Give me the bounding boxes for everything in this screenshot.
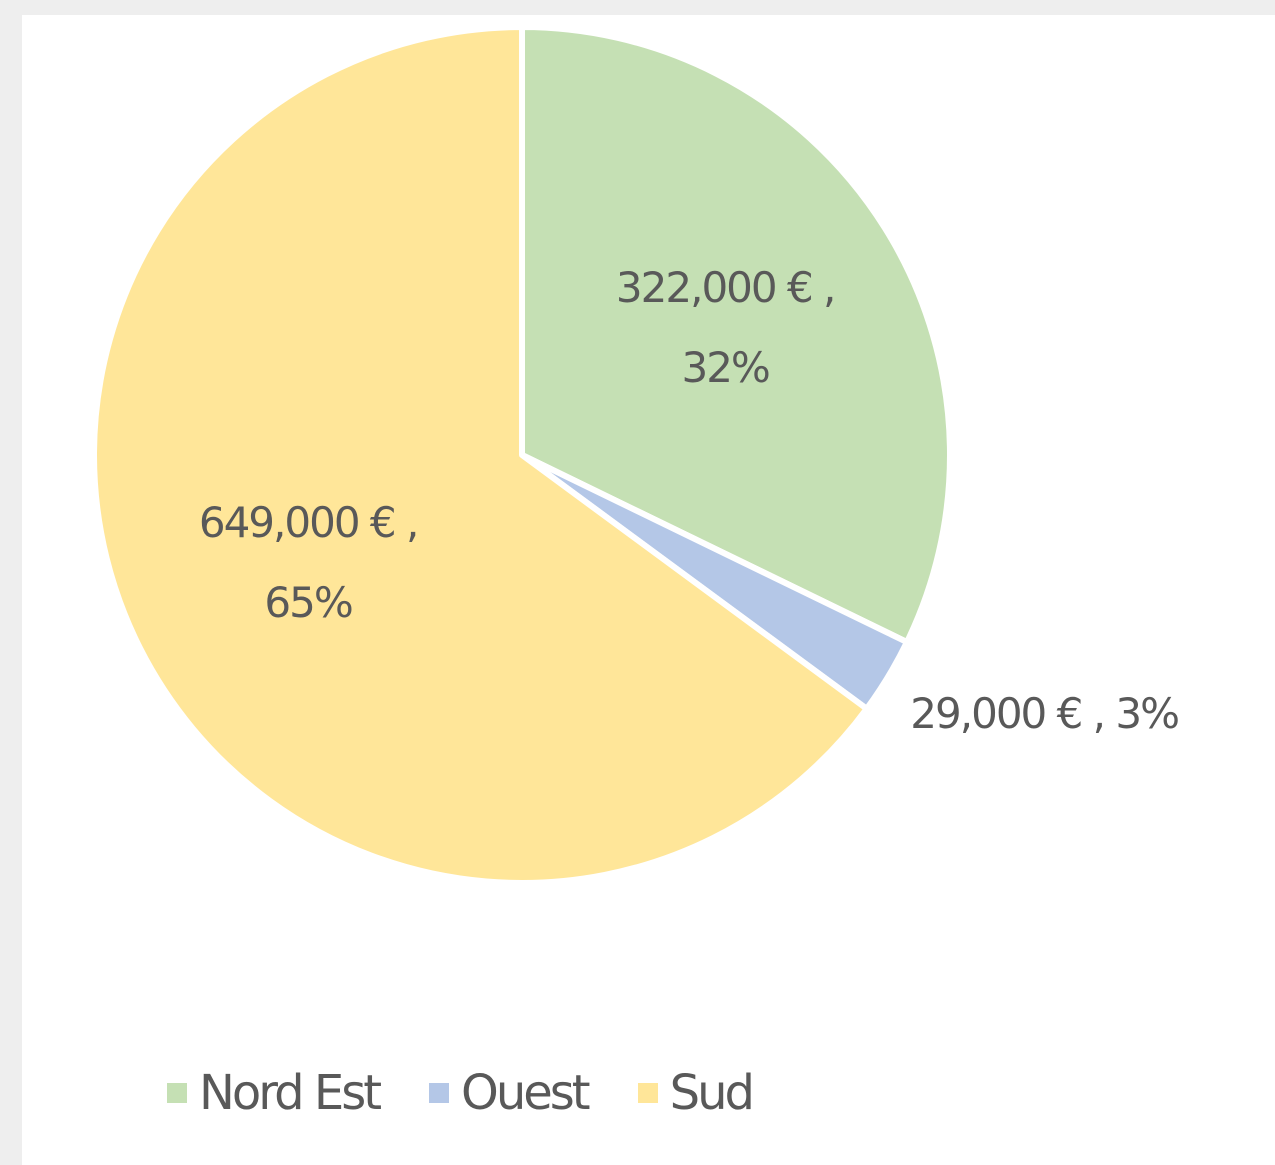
chart-panel: Nord Est Ouest Sud 322,000 € , 32% 29,000 €… [22,15,1275,1165]
data-label: 29,000 € , 3% [910,688,1180,738]
legend-label: Sud [669,1065,755,1121]
legend: Nord Est Ouest Sud [167,1065,755,1121]
legend-item: Nord Est [167,1065,382,1121]
legend-swatch [167,1083,187,1103]
chart [91,24,953,886]
legend-swatch [637,1083,658,1103]
pie-slice [91,24,870,886]
legend-item: Sud [637,1065,755,1121]
legend-label: Nord Est [199,1065,382,1121]
legend-label: Ouest [461,1065,591,1121]
pie-slice [519,24,953,646]
legend-item: Ouest [429,1065,591,1121]
data-label: 322,000 € , 32% [615,262,836,392]
legend-swatch [429,1083,450,1103]
data-label: 649,000 € , 65% [198,498,419,628]
